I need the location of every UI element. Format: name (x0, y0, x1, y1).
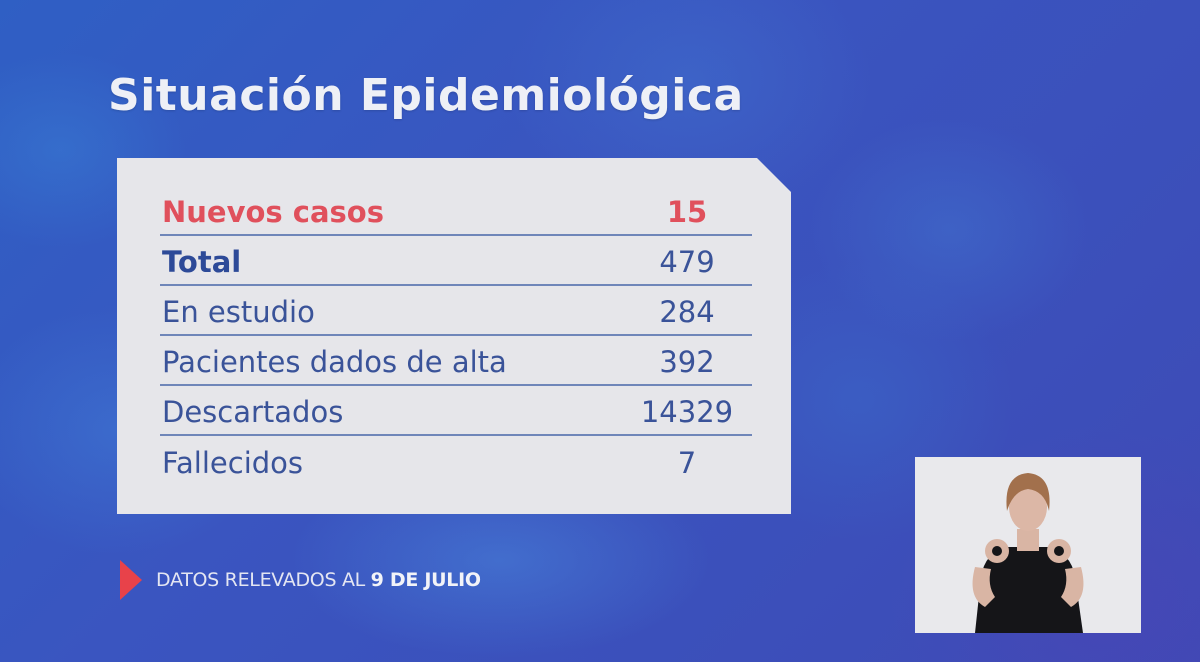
footer-text: DATOS RELEVADOS AL 9 DE JULIO (156, 569, 481, 591)
row-label: Fallecidos (162, 446, 304, 480)
row-value: 392 (659, 345, 715, 379)
row-descartados: Descartados 14329 (160, 386, 752, 436)
row-value: 15 (666, 195, 708, 229)
play-arrow-icon (120, 560, 142, 600)
row-fallecidos: Fallecidos 7 (160, 436, 752, 486)
row-en-estudio: En estudio 284 (160, 286, 752, 336)
row-nuevos-casos: Nuevos casos 15 (160, 186, 752, 236)
data-date-footer: DATOS RELEVADOS AL 9 DE JULIO (120, 560, 481, 600)
row-label: En estudio (162, 295, 315, 329)
row-value: 7 (677, 446, 697, 480)
footer-prefix: DATOS RELEVADOS AL (156, 569, 371, 591)
row-value: 479 (659, 245, 715, 279)
row-dados-de-alta: Pacientes dados de alta 392 (160, 336, 752, 386)
page-title: Situación Epidemiológica (108, 70, 744, 121)
sign-language-interpreter-video (915, 457, 1141, 633)
stats-table: Nuevos casos 15 Total 479 En estudio 284… (160, 186, 752, 486)
row-label: Pacientes dados de alta (162, 345, 507, 379)
row-total: Total 479 (160, 236, 752, 286)
row-value: 284 (659, 295, 715, 329)
row-value: 14329 (640, 395, 734, 429)
row-label: Descartados (162, 395, 344, 429)
stats-card: Nuevos casos 15 Total 479 En estudio 284… (117, 158, 791, 514)
footer-date: 9 DE JULIO (370, 569, 481, 591)
row-label: Total (162, 245, 242, 279)
row-label: Nuevos casos (162, 195, 384, 229)
interpreter-figure-icon (915, 457, 1141, 633)
